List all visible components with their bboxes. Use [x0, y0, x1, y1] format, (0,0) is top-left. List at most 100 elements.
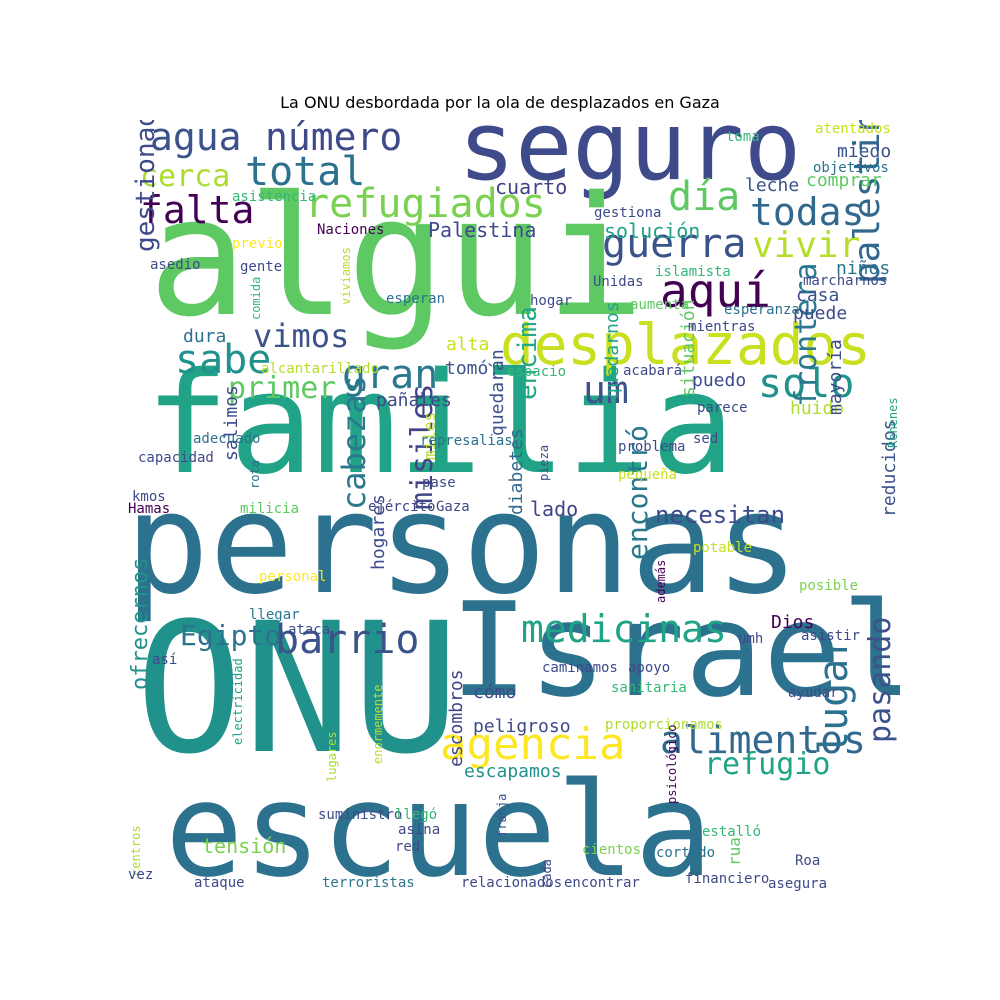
word-naciones: Naciones — [317, 222, 385, 238]
word-enormemente: enormemente — [371, 684, 385, 764]
word-asina: asina — [398, 822, 441, 838]
word-ninos: niños — [836, 258, 891, 279]
word-ejercito: ejército — [368, 499, 436, 515]
word-viviamos: viviamos — [339, 247, 353, 305]
word-umh: umh — [738, 631, 764, 647]
word-gestionada: gestionada — [131, 120, 161, 252]
word-toma: toma — [726, 129, 760, 145]
word-panales: pañales — [376, 390, 452, 411]
word-escapamos: escapamos — [464, 761, 562, 782]
word-necesitan: necesitan — [655, 501, 786, 529]
word-espacio: espacio — [507, 364, 567, 380]
word-asistencia: asistencia — [232, 189, 317, 205]
word-todas: todas — [750, 190, 865, 234]
word-puede: puede — [793, 303, 848, 324]
word-primer: primer — [228, 371, 337, 406]
word-rua: rua — [725, 837, 744, 866]
word-gente: gente — [240, 259, 283, 275]
word-marcharnos: marcharnos — [803, 273, 888, 289]
word-refugio: refugio — [704, 747, 831, 782]
word-leche: leche — [745, 175, 800, 196]
word-suministro: suministro — [318, 807, 403, 823]
word-mientras: mientras — [688, 319, 756, 335]
word-alcantarillado: alcantarillado — [261, 361, 380, 377]
word-asegura: asegura — [768, 876, 828, 892]
word-relacionados: relacionados — [461, 875, 563, 891]
word-dura: dura — [183, 326, 227, 347]
word-pieza: pieza — [537, 444, 551, 481]
word-objetivos: objetivos — [813, 160, 889, 176]
word-personal: personal — [259, 569, 327, 585]
word-unidas: Unidas — [593, 274, 644, 290]
word-caminamos: caminamos — [542, 660, 618, 676]
word-tomo: tomó — [445, 358, 489, 379]
word-mayoria: mayoría — [825, 339, 846, 415]
word-gaza: Gaza — [436, 499, 470, 515]
chart-title: La ONU desbordada por la ola de desplaza… — [280, 93, 720, 112]
word-medicinas: medicinas — [521, 607, 727, 651]
word-solo: solo — [758, 361, 855, 407]
word-islamista: islamista — [655, 264, 731, 280]
word-encima: encima — [513, 306, 543, 400]
word-cuarto: cuarto — [495, 175, 568, 199]
word-desplazados: desplazados — [500, 313, 871, 378]
word-situacion: situación — [678, 299, 699, 397]
word-capacidad: capacidad — [138, 450, 214, 466]
word-hamas: Hamas — [128, 501, 171, 517]
word-quedaran: quedarán — [487, 349, 508, 436]
word-solucion: solución — [604, 219, 701, 243]
word-terroristas: terroristas — [322, 875, 415, 891]
word-franja: franja — [495, 793, 509, 837]
word-represalias: represalias — [420, 433, 513, 449]
word-sabe: sabe — [175, 337, 272, 383]
word-aumenta: aumenta — [630, 297, 690, 313]
word-agencia: agencia — [440, 719, 626, 770]
word-cabezas: cabezas — [335, 375, 373, 510]
word-apoyo: apoyo — [628, 660, 671, 676]
word-numero: número — [265, 120, 403, 159]
word-sed: sed — [693, 431, 719, 447]
word-ataque: ataque — [194, 875, 245, 891]
word-tension: tensión — [202, 834, 287, 858]
word-psicologico: psicológico — [665, 724, 679, 804]
word-como: cómo — [473, 682, 517, 703]
word-salimos: salimos — [221, 385, 242, 461]
word-algui: algui — [148, 161, 645, 353]
word-pase: pase — [422, 475, 456, 491]
word-comida: comida — [249, 276, 263, 320]
word-asedio: asedio — [150, 257, 201, 273]
word-kmos: kmos — [132, 489, 166, 505]
word-lugares: lugares — [325, 731, 339, 782]
word-aqui: aquí — [660, 264, 771, 318]
word-red: red — [395, 839, 421, 855]
word-personas: personas — [125, 463, 800, 626]
word-llegar: llegar — [249, 607, 300, 623]
word-escuela: escuela — [165, 754, 713, 895]
word-hogar: hogar — [530, 293, 573, 309]
word-huido: huido — [790, 398, 845, 419]
word-peligroso: peligroso — [473, 716, 571, 737]
word-falta: falta — [140, 188, 255, 232]
word-electricidad: electricidad — [231, 658, 245, 745]
word-dios: Dios — [771, 612, 815, 633]
word-refugiados: refugiados — [305, 181, 546, 227]
word-problema: problema — [618, 439, 686, 455]
word-seguro: seguro — [458, 120, 802, 202]
word-asi: así — [152, 652, 178, 668]
word-vivir: vivir — [752, 225, 861, 266]
word-encontrar: encontrar — [564, 875, 640, 891]
word-adecuado: adecuado — [193, 431, 261, 447]
word-guerra: guerra — [602, 221, 747, 267]
word-lado: lado — [530, 497, 579, 521]
word-palestina: Palestina — [428, 218, 537, 242]
word-acabara: acabará — [623, 363, 683, 379]
word-familia: familia — [145, 343, 736, 506]
word-alta: alta — [446, 334, 490, 355]
word-proporcionamos: proporcionamos — [605, 717, 724, 733]
word-potable: potable — [693, 540, 753, 556]
word-um: um — [583, 368, 629, 412]
word-comprar: comprar — [806, 170, 882, 191]
word-estallo: estalló — [702, 824, 762, 840]
word-quedarnos: quedarnos — [602, 301, 623, 399]
word-esperanza: esperanza — [724, 302, 800, 318]
